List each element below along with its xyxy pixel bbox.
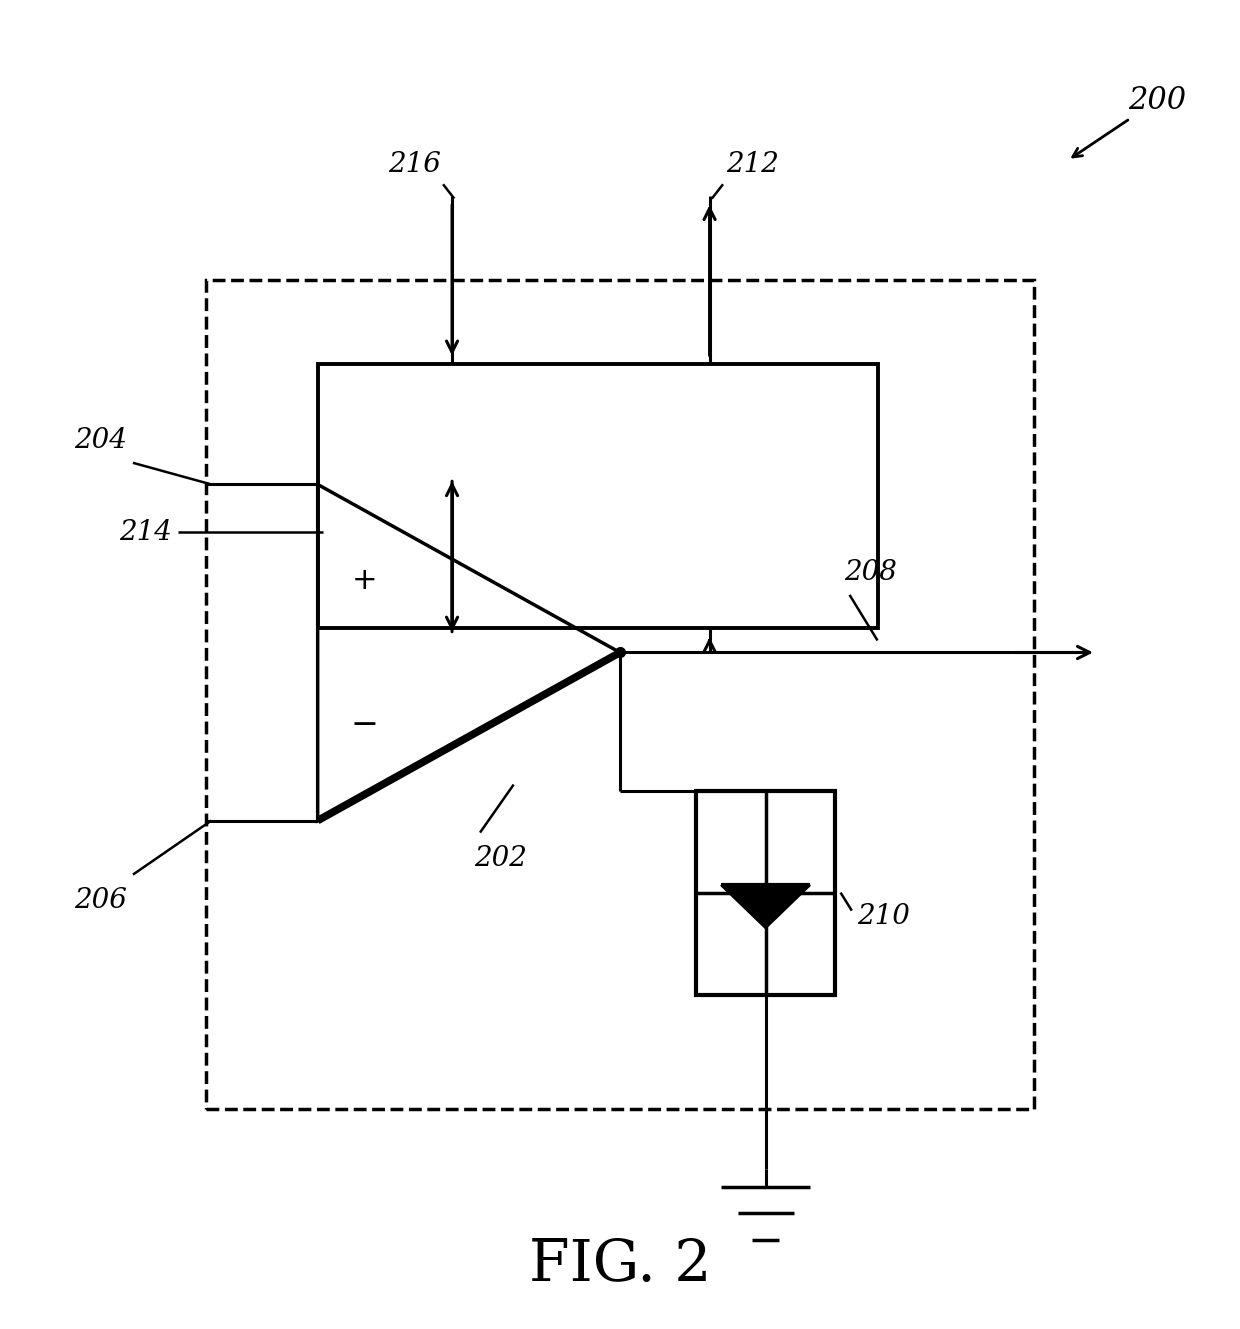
Text: 202: 202 [475,845,527,872]
Text: 200: 200 [1073,85,1187,157]
Text: 214: 214 [119,518,172,546]
Text: FIG. 2: FIG. 2 [528,1237,712,1293]
Bar [317,364,878,629]
Text: 216: 216 [388,152,441,178]
Text: −: − [351,708,378,742]
Text: 212: 212 [727,152,779,178]
Text: 204: 204 [74,428,128,455]
Text: 210: 210 [857,904,910,930]
Text: 208: 208 [844,560,897,586]
Polygon shape [720,885,811,929]
Bar [206,280,1034,1108]
Text: +: + [352,566,377,595]
Text: 206: 206 [74,886,128,913]
Bar [696,791,835,994]
